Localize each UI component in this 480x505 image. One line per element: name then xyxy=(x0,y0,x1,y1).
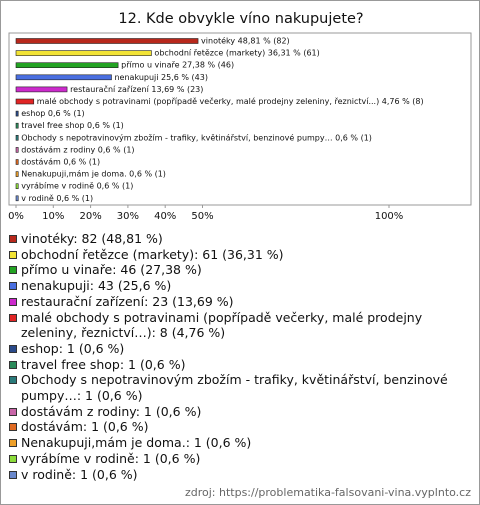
bar xyxy=(15,74,112,81)
legend-text: vyrábíme v rodině: 1 (0,6 %) xyxy=(21,450,201,466)
legend-swatch xyxy=(9,282,17,291)
value-label: eshop 0,6 % (1) xyxy=(21,109,84,118)
legend-swatch xyxy=(9,407,17,416)
chart: 12. Kde obvykle víno nakupujete? 0% 10% 20… xyxy=(8,11,472,222)
value-label: Nenakupuji,mám je doma. 0,6 % (1) xyxy=(21,170,166,179)
legend-text: dostávám z rodiny: 1 (0,6 %) xyxy=(21,403,202,419)
legend-text: obchodní řetězce (markety): 61 (36,31 %) xyxy=(21,246,284,262)
legend-text: dostávám: 1 (0,6 %) xyxy=(21,419,149,435)
value-label: Obchody s nepotravinovým zbožím - trafik… xyxy=(21,132,372,142)
legend-item: dostávám z rodiny: 1 (0,6 %) xyxy=(9,404,464,420)
bar xyxy=(15,171,19,177)
value-label: vinotéky 48,81 % (82) xyxy=(201,36,290,46)
legend-text: vinotéky: 82 (48,81 %) xyxy=(21,231,163,246)
legend-swatch xyxy=(9,235,17,243)
legend-item: Nenakupuji,mám je doma.: 1 (0,6 %) xyxy=(9,435,464,451)
value-label: obchodní řetězce (markety) 36,31 % (61) xyxy=(154,49,319,58)
legend-text: Nenakupuji,mám je doma.: 1 (0,6 %) xyxy=(21,435,252,451)
value-label: malé obchody s potravinami (popřípadě ve… xyxy=(37,96,424,106)
source: zdroj: https://problematika-falsovani-vi… xyxy=(184,486,471,499)
legend-item: vyrábíme v rodině: 1 (0,6 %) xyxy=(9,451,464,467)
value-label: travel free shop 0,6 % (1) xyxy=(21,121,124,130)
chart-title: 12. Kde obvykle víno nakupujete? xyxy=(118,11,363,27)
legend-swatch xyxy=(9,376,17,385)
legend-item: travel free shop: 1 (0,6 %) xyxy=(9,357,464,373)
legend-item: přímo u vinaře: 46 (27,38 %) xyxy=(9,262,464,278)
legend-item: v rodině: 1 (0,6 %) xyxy=(9,467,464,483)
legend-swatch xyxy=(9,470,17,479)
bar xyxy=(15,38,199,44)
value-label: v rodině 0,6 % (1) xyxy=(21,194,93,203)
legend-text: eshop: 1 (0,6 %) xyxy=(21,340,125,356)
legend-item: nenakupuji: 43 (25,6 %) xyxy=(9,278,464,294)
bar xyxy=(15,110,19,117)
bar xyxy=(15,135,19,141)
legend-swatch xyxy=(9,250,17,259)
value-label: restaurační zařízení 13,69 % (23) xyxy=(70,84,203,94)
legend-item: malé obchody s potravinami (popřípadě ve… xyxy=(9,310,464,341)
legend-text: v rodině: 1 (0,6 %) xyxy=(21,466,138,482)
x-tick-label: 20% xyxy=(79,211,101,222)
bar xyxy=(15,183,19,189)
bar xyxy=(15,50,152,56)
x-tick-label: 50% xyxy=(191,211,213,222)
legend-swatch xyxy=(9,454,17,463)
bar xyxy=(15,98,35,105)
legend-item: obchodní řetězce (markety): 61 (36,31 %) xyxy=(9,247,464,263)
legend-text: přímo u vinaře: 46 (27,38 %) xyxy=(21,262,202,278)
legend-text: nenakupuji: 43 (25,6 %) xyxy=(21,278,172,294)
bar xyxy=(15,122,19,129)
bar xyxy=(15,159,19,165)
bar xyxy=(15,86,68,93)
x-tick-label: 100% xyxy=(375,211,404,222)
value-label: nenakupuji 25,6 % (43) xyxy=(114,73,207,82)
legend-item: Obchody s nepotravinovým zbožím - trafik… xyxy=(9,372,464,403)
legend-item: dostávám: 1 (0,6 %) xyxy=(9,419,464,435)
x-tick-label: 40% xyxy=(154,211,176,222)
x-tick-label: 30% xyxy=(117,211,139,222)
legend-item: restaurační zařízení: 23 (13,69 %) xyxy=(9,294,464,310)
legend-text: Obchody s nepotravinovým zbožím - trafik… xyxy=(21,372,448,404)
legend-swatch xyxy=(9,360,17,369)
legend-swatch xyxy=(9,439,17,448)
value-label: dostávám 0,6 % (1) xyxy=(21,158,100,167)
legend: vinotéky: 82 (48,81 %) obchodní řetězce (… xyxy=(9,231,464,482)
legend-swatch xyxy=(9,266,17,275)
x-tick-label: 10% xyxy=(42,211,64,222)
legend-item: eshop: 1 (0,6 %) xyxy=(9,341,464,357)
value-label: vyrábíme v rodině 0,6 % (1) xyxy=(21,182,133,191)
value-label: dostávám z rodiny 0,6 % (1) xyxy=(21,145,134,154)
legend-text: travel free shop: 1 (0,6 %) xyxy=(21,356,186,372)
plot-frame xyxy=(8,32,472,206)
legend-swatch xyxy=(9,297,17,306)
legend-swatch xyxy=(9,423,17,432)
legend-text: restaurační zařízení: 23 (13,69 %) xyxy=(21,293,234,309)
legend-swatch xyxy=(9,313,17,322)
legend-swatch xyxy=(9,344,17,353)
legend-text: malé obchody s potravinami (popřípadě ve… xyxy=(21,309,423,341)
bar xyxy=(15,62,119,69)
legend-item: vinotéky: 82 (48,81 %) xyxy=(9,231,464,247)
bar xyxy=(15,147,19,153)
bar xyxy=(15,195,19,202)
x-tick-label: 0% xyxy=(8,211,24,222)
value-label: přímo u vinaře 27,38 % (46) xyxy=(121,61,234,70)
